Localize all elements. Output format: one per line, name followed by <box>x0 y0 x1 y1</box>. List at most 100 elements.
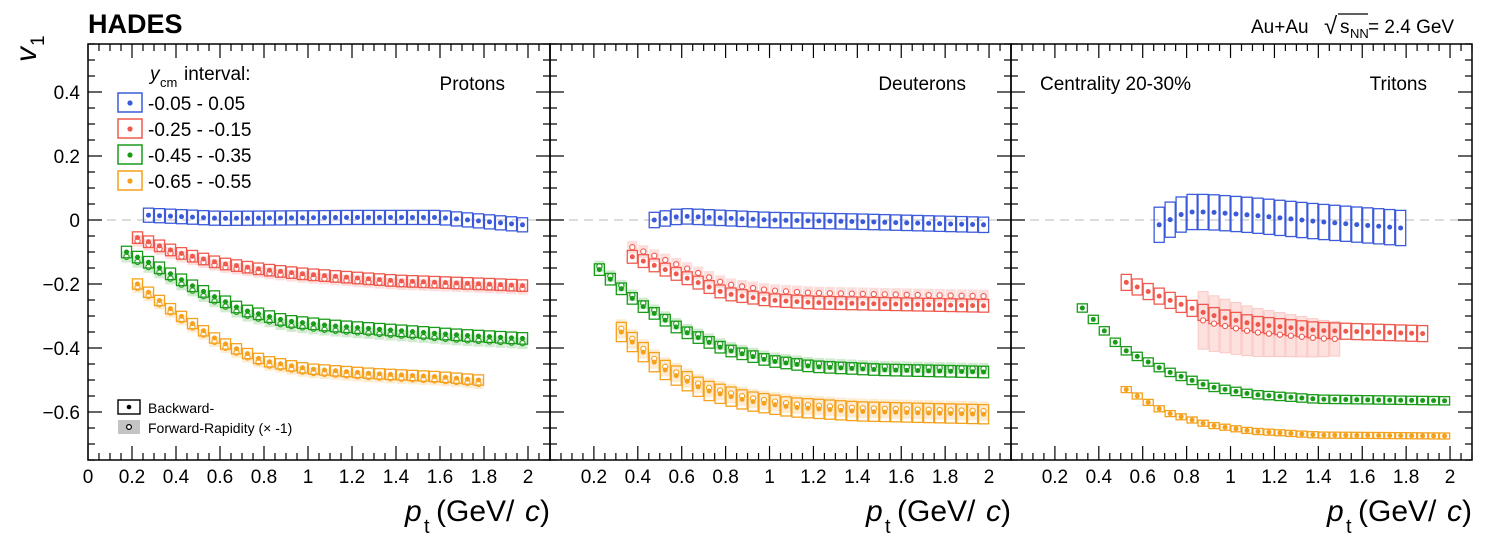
series-blue <box>1153 193 1407 247</box>
forward-point <box>332 327 339 334</box>
backward-point <box>1277 430 1283 436</box>
backward-syst-box <box>406 325 419 339</box>
backward-syst-box <box>1241 196 1253 234</box>
backward-syst-box <box>1219 194 1231 232</box>
series-blue <box>142 207 529 233</box>
forward-point <box>387 331 394 338</box>
backward-syst-box <box>780 356 792 370</box>
backward-syst-box <box>846 296 858 311</box>
backward-syst-box <box>153 294 166 307</box>
backward-point <box>157 213 162 219</box>
backward-syst-box <box>1109 337 1121 348</box>
forward-point <box>310 325 317 332</box>
forward-point <box>475 337 482 345</box>
backward-point <box>1332 432 1338 438</box>
backward-syst-box <box>329 319 342 333</box>
backward-point <box>190 321 195 327</box>
backward-point <box>135 281 140 287</box>
backward-point <box>410 372 415 378</box>
backward-syst-box <box>835 296 847 311</box>
forward-point <box>629 244 636 251</box>
backward-syst-box <box>1197 419 1209 427</box>
backward-syst-box <box>846 213 858 230</box>
backward-point <box>893 220 899 226</box>
backward-point <box>717 344 723 350</box>
backward-point <box>366 276 371 282</box>
backward-syst-box <box>1197 379 1209 390</box>
backward-point <box>1343 397 1349 403</box>
x-tick-label: 0.6 <box>669 467 695 488</box>
backward-syst-box <box>307 363 320 375</box>
backward-point <box>1178 414 1184 420</box>
backward-point <box>915 220 921 226</box>
backward-syst-box <box>1186 416 1198 424</box>
backward-point <box>772 402 778 408</box>
backward-point <box>750 399 756 405</box>
x-tick-label: 0.8 <box>251 467 277 488</box>
backward-point <box>399 328 404 334</box>
backward-point <box>465 280 470 286</box>
backward-point <box>1134 284 1140 290</box>
backward-syst-box <box>263 310 276 324</box>
backward-syst-box <box>813 295 825 310</box>
backward-point <box>520 283 525 289</box>
backward-point <box>487 281 492 287</box>
backward-point <box>882 219 888 225</box>
backward-point <box>662 317 668 323</box>
backward-syst-box <box>890 297 902 312</box>
backward-point <box>827 364 833 370</box>
backward-syst-box <box>208 290 221 304</box>
backward-point <box>607 276 613 282</box>
forward-point <box>497 338 504 346</box>
backward-point <box>739 216 745 222</box>
x-title-p: p <box>1326 495 1344 528</box>
backward-syst-box <box>351 209 364 226</box>
forward-point <box>1254 329 1262 336</box>
forward-point <box>277 321 284 328</box>
backward-point <box>267 314 272 320</box>
backward-point <box>1365 222 1371 228</box>
backward-point <box>300 215 305 221</box>
energy-label: = 2.4 GeV <box>1368 17 1454 38</box>
backward-point <box>1288 430 1294 436</box>
x-tick-label: 1 <box>303 467 314 488</box>
backward-syst-box <box>241 210 254 226</box>
backward-point <box>1420 398 1426 404</box>
backward-point <box>805 218 811 224</box>
backward-syst-box <box>879 363 891 377</box>
backward-point <box>926 410 932 416</box>
backward-syst-box <box>901 297 913 312</box>
backward-point <box>860 408 866 414</box>
backward-point <box>1156 365 1162 371</box>
forward-point <box>870 290 877 298</box>
backward-point <box>421 329 426 335</box>
backward-syst-box <box>351 271 364 285</box>
backward-syst-box <box>714 383 726 405</box>
series-blue <box>648 208 990 234</box>
backward-syst-box <box>494 278 507 292</box>
backward-syst-box <box>494 215 507 231</box>
backward-syst-box <box>428 370 441 383</box>
forward-point <box>1199 317 1207 324</box>
backward-syst-box <box>395 369 408 381</box>
backward-syst-box <box>1351 431 1363 439</box>
centrality-annotation: Centrality 20-30% <box>1040 74 1191 95</box>
backward-point <box>651 310 657 316</box>
backward-syst-box <box>505 331 518 345</box>
x-axis-title-3: p t (GeV/ c ) <box>1326 495 1472 538</box>
backward-syst-box <box>483 214 496 230</box>
backward-syst-box <box>230 259 243 273</box>
backward-syst-box <box>494 330 507 344</box>
backward-syst-box <box>1307 202 1319 240</box>
backward-syst-box <box>263 263 276 277</box>
backward-point <box>1321 219 1327 225</box>
backward-point <box>1211 313 1217 319</box>
legend-marker <box>127 126 133 132</box>
backward-point <box>1244 320 1250 326</box>
backward-point <box>1079 305 1085 311</box>
backward-point <box>476 218 481 224</box>
backward-syst-box <box>879 213 891 231</box>
y-tick-label: 0.2 <box>54 147 80 168</box>
backward-point <box>1211 423 1217 429</box>
backward-point <box>498 334 503 340</box>
